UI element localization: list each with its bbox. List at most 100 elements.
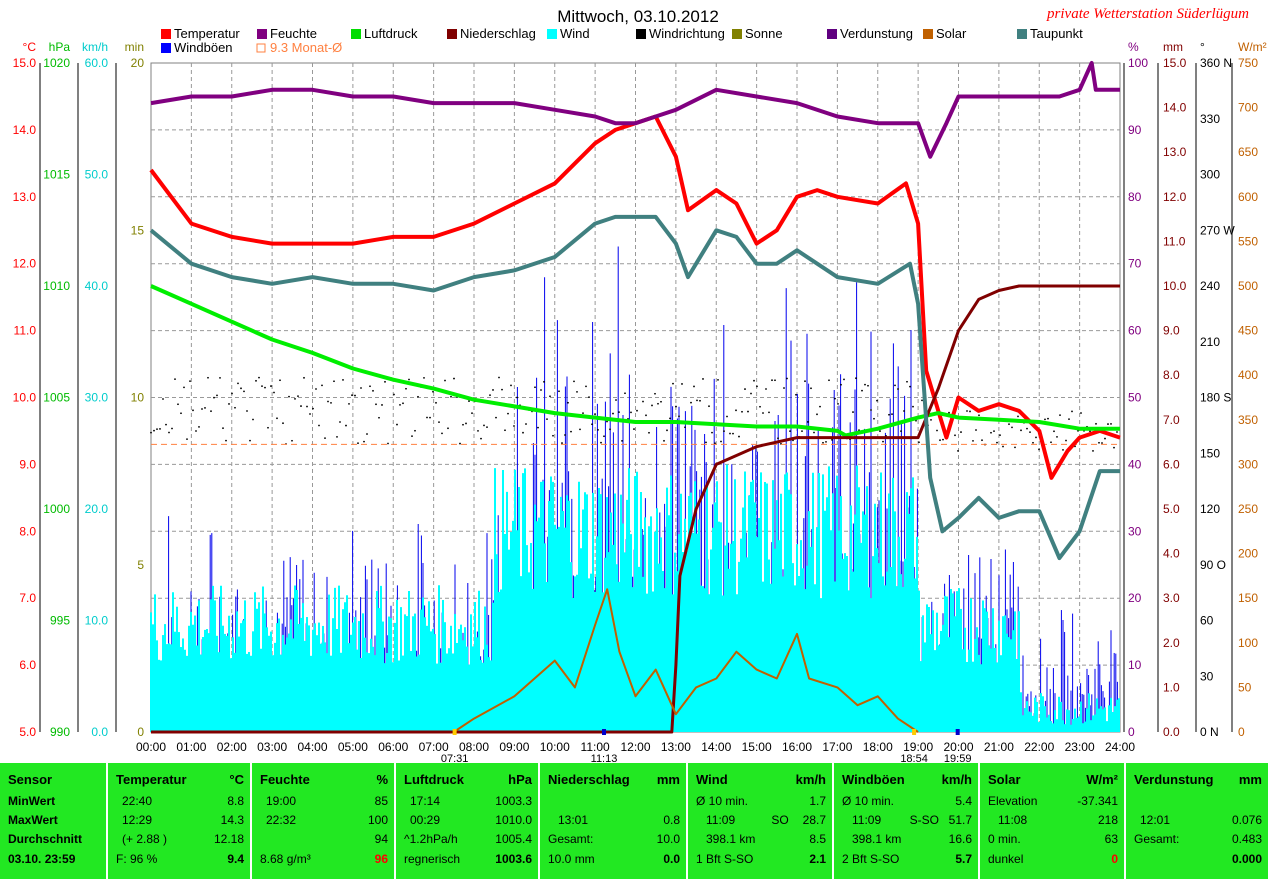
direction-axis-tick: 180 S [1200, 391, 1231, 405]
direction-dot [990, 431, 992, 434]
precip-axis-tick: 14.0 [1163, 101, 1187, 115]
direction-dot [228, 403, 230, 405]
legend-label: Feuchte [270, 26, 317, 41]
direction-dot [537, 426, 539, 429]
direction-dot [573, 380, 575, 383]
direction-dot [741, 410, 743, 413]
direction-dot [264, 386, 266, 389]
legend-swatch [1017, 29, 1027, 39]
direction-dot [543, 380, 545, 383]
direction-dot [1050, 441, 1052, 444]
direction-dot [900, 430, 902, 433]
pressure-axis-tick: 990 [50, 725, 70, 739]
precip-axis-tick: 1.0 [1163, 680, 1180, 694]
direction-dot [816, 413, 818, 416]
direction-dot [972, 439, 974, 442]
direction-dot [219, 377, 221, 379]
direction-dot [1080, 412, 1082, 414]
direction-dot [756, 385, 758, 388]
direction-dot [336, 435, 338, 438]
x-marker-label: 19:59 [944, 753, 972, 763]
direction-dot [267, 426, 269, 429]
direction-dot [258, 376, 260, 379]
stats-solar: Solar W/m² Elevation -37.341 11:08 218 0 mi… [980, 763, 1126, 879]
direction-dot [975, 429, 977, 431]
direction-dot [330, 401, 332, 404]
direction-dot [282, 422, 284, 425]
direction-dot [354, 394, 356, 397]
direction-dot [216, 394, 218, 397]
direction-dot [888, 413, 890, 416]
direction-dot [357, 442, 359, 445]
direction-dot [693, 385, 695, 388]
solar-axis-tick: 250 [1238, 502, 1258, 516]
legend-swatch [636, 29, 646, 39]
direction-dot [948, 411, 950, 414]
direction-dot [477, 429, 479, 432]
chart-axes: °C 15.0 14.0 13.0 12.0 11.0 10.0 9.0 8.0 7.0 6.0 5.… [13, 40, 1267, 739]
direction-dot [372, 389, 374, 392]
direction-dot [981, 439, 983, 442]
pressure-axis-tick: 1015 [43, 168, 70, 182]
x-tick-label: 21:00 [984, 740, 1014, 754]
direction-dot [996, 441, 998, 444]
humidity-axis-tick: 60 [1128, 324, 1142, 338]
solar-axis-tick: 500 [1238, 279, 1258, 293]
direction-dot [690, 401, 692, 404]
wind-axis-tick: 10.0 [85, 614, 109, 628]
direction-dot [174, 378, 176, 381]
humidity-axis-tick: 70 [1128, 257, 1142, 271]
direction-dot [567, 401, 569, 404]
legend-swatch [447, 29, 457, 39]
direction-dot [600, 441, 602, 444]
x-tick-label: 16:00 [782, 740, 812, 754]
direction-dot [438, 421, 440, 424]
x-marker-tick [955, 729, 960, 735]
direction-dot [300, 405, 302, 407]
precip-axis-tick: 13.0 [1163, 145, 1187, 159]
direction-dot [630, 411, 632, 414]
direction-dot [717, 378, 719, 381]
x-tick-label: 10:00 [540, 740, 570, 754]
pressure-axis-tick: 1020 [43, 56, 70, 70]
direction-dot [861, 389, 863, 392]
direction-axis-tick: 90 O [1200, 558, 1226, 572]
direction-dot [789, 430, 791, 433]
direction-dot [444, 379, 446, 382]
direction-dot [978, 414, 980, 417]
direction-dot [360, 387, 362, 389]
wind-axis-tick: 20.0 [85, 502, 109, 516]
direction-dot [1068, 418, 1070, 421]
x-tick-label: 12:00 [620, 740, 650, 754]
direction-dot [276, 417, 278, 420]
direction-dot [912, 405, 914, 408]
direction-dot [234, 406, 236, 409]
direction-dot [1020, 429, 1022, 432]
direction-dot [516, 396, 518, 399]
x-tick-label: 06:00 [378, 740, 408, 754]
temp-axis-tick: 7.0 [19, 591, 36, 605]
direction-dot [498, 376, 500, 379]
solar-axis-tick: 100 [1238, 636, 1258, 650]
direction-dot [774, 379, 776, 382]
sun-axis-tick: 20 [131, 56, 145, 70]
direction-dot [1002, 445, 1004, 448]
direction-dot [795, 393, 797, 396]
direction-dot [339, 421, 341, 423]
timestamp: 03.10. 23:59 [8, 852, 76, 866]
humidity-axis-tick: 80 [1128, 190, 1142, 204]
direction-dot [822, 441, 824, 444]
direction-dot [744, 388, 746, 390]
legend-label: 9.3 Monat-Ø [270, 40, 342, 55]
direction-dot [186, 438, 188, 440]
direction-dot [546, 418, 548, 420]
direction-dot [660, 400, 662, 403]
direction-dot [513, 425, 515, 427]
direction-dot [243, 390, 245, 393]
direction-dot [696, 399, 698, 402]
direction-dot [306, 405, 308, 408]
direction-dot [297, 395, 299, 397]
legend-label: Taupunkt [1030, 26, 1083, 41]
direction-dot [492, 389, 494, 391]
direction-dot [411, 435, 413, 438]
